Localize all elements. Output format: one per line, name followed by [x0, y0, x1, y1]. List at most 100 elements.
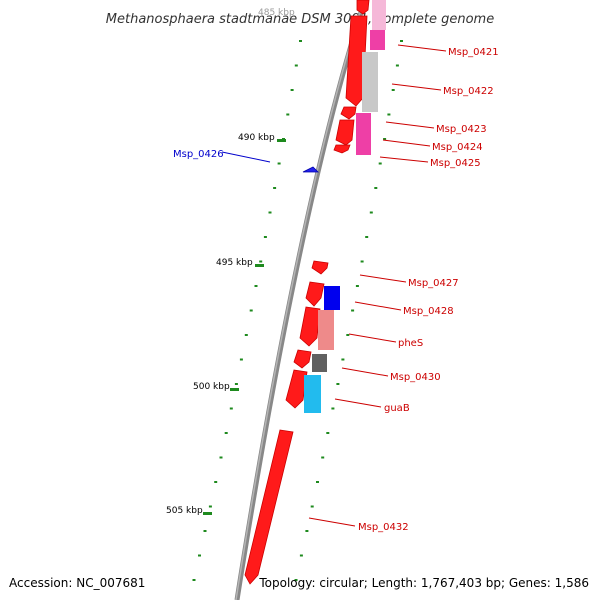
scale-495-kbp: 495 kbp: [216, 258, 264, 268]
gc-tick: [273, 187, 277, 189]
scale-label-495: 495 kbp: [216, 258, 253, 268]
gc-tick: [268, 211, 272, 214]
gene-label-msp-0430[interactable]: Msp_0430: [390, 372, 441, 383]
scale-tick-500: [230, 388, 239, 391]
gc-tick: [219, 456, 223, 459]
gene-label-msp-0423[interactable]: Msp_0423: [436, 124, 487, 135]
gc-tick: [214, 481, 218, 483]
gc-tick: [277, 162, 281, 165]
gene-label-msp-0428[interactable]: Msp_0428: [403, 306, 454, 317]
cds-msp-0423[interactable]: [340, 106, 357, 120]
gene-label-msp-0432[interactable]: Msp_0432: [358, 522, 409, 533]
gc-tick: [346, 334, 350, 336]
cog-block-phes[interactable]: [318, 310, 334, 350]
gc-tick: [259, 260, 263, 263]
gc-tick: [198, 554, 201, 557]
cds-guab[interactable]: [285, 369, 308, 409]
gc-tick: [387, 113, 391, 116]
gc-tick: [321, 456, 325, 459]
leader-msp-0423: [385, 121, 435, 129]
gc-tick: [360, 260, 364, 263]
scale-label-500: 500 kbp: [193, 382, 230, 392]
cds-msp-0421[interactable]: [356, 0, 370, 15]
gc-tick: [263, 236, 267, 238]
scale-500-kbp: 500 kbp: [193, 382, 239, 392]
accession-text: Accession: NC_007681: [9, 576, 145, 590]
leader-msp-0428: [354, 301, 402, 311]
gene-label-msp-0427[interactable]: Msp_0427: [408, 278, 459, 289]
gc-tick: [383, 138, 387, 140]
gene-label-guab[interactable]: guaB: [384, 403, 410, 414]
cog-block-0428[interactable]: [324, 286, 340, 310]
gc-tick: [286, 113, 290, 116]
leader-msp-0421: [397, 44, 447, 52]
gc-tick: [395, 64, 399, 67]
gc-tick: [326, 432, 330, 434]
cds-msp-0422[interactable]: [345, 15, 368, 107]
gc-tick: [234, 383, 238, 385]
scale-tick-495: [255, 264, 264, 267]
topology-text: Topology: circular; Length: 1,767,403 bp…: [258, 576, 589, 590]
gene-label-msp-0422[interactable]: Msp_0422: [443, 86, 494, 97]
cds-features: [244, 0, 370, 585]
gc-tick: [254, 285, 258, 287]
gc-tick: [310, 505, 314, 508]
cog-block-0422[interactable]: [362, 52, 378, 112]
gene-label-msp-0421[interactable]: Msp_0421: [448, 47, 499, 58]
cog-block-0421-light[interactable]: [372, 0, 386, 30]
cog-block-0430[interactable]: [312, 354, 327, 372]
gc-tick: [351, 309, 355, 312]
gc-tick: [316, 481, 319, 483]
leader-msp-0425: [379, 156, 429, 163]
scale-tick-505: [203, 512, 212, 515]
cds-phes[interactable]: [299, 306, 321, 347]
gc-tick: [229, 407, 233, 410]
gc-tick: [249, 309, 253, 312]
gc-tick: [299, 40, 302, 42]
gene-label-msp-0425[interactable]: Msp_0425: [430, 158, 481, 169]
gc-tick: [369, 211, 373, 214]
scale-label-505: 505 kbp: [166, 506, 203, 516]
leader-phes: [348, 333, 397, 343]
gene-label-msp-0426[interactable]: Msp_0426: [173, 149, 224, 160]
gene-label-msp-0424[interactable]: Msp_0424: [432, 142, 483, 153]
gc-tick: [331, 407, 335, 410]
gc-tick: [355, 285, 359, 287]
gc-tick-marks: [192, 40, 403, 581]
leader-msp-0422: [391, 83, 442, 91]
gc-tick: [391, 89, 395, 91]
cog-block-0423[interactable]: [356, 113, 371, 155]
cds-msp-0428[interactable]: [305, 281, 325, 307]
scale-label-490: 490 kbp: [238, 133, 275, 143]
gc-tick: [336, 383, 340, 385]
leader-msp-0427: [359, 274, 407, 283]
leader-msp-0424: [382, 139, 431, 147]
gene-label-phes[interactable]: pheS: [398, 338, 423, 349]
cog-block-guab[interactable]: [304, 375, 321, 413]
cds-msp-0427[interactable]: [311, 260, 329, 275]
cds-msp-0425[interactable]: [333, 144, 351, 154]
scale-label-485: 485 kbp: [258, 8, 295, 18]
cds-msp-0426[interactable]: [302, 166, 319, 173]
scale-505-kbp: 505 kbp: [166, 506, 212, 516]
gc-tick: [294, 64, 298, 67]
cds-msp-0424[interactable]: [335, 119, 355, 146]
gc-tick: [378, 162, 382, 165]
scale-490-kbp: 490 kbp: [238, 133, 286, 143]
cog-block-0421[interactable]: [370, 30, 385, 50]
scale-485-kbp: 485 kbp: [258, 8, 295, 18]
gc-tick: [239, 358, 243, 361]
gc-tick: [299, 554, 303, 557]
map-title: Methanosphaera stadtmanae DSM 3091, comp…: [106, 12, 494, 27]
genome-backbone-highlight: [235, 0, 365, 600]
leader-guab: [334, 398, 382, 408]
leader-msp-0426: [221, 151, 271, 163]
leader-msp-0430: [341, 367, 389, 377]
cds-msp-0432[interactable]: [244, 429, 294, 585]
gc-tick: [192, 579, 196, 581]
leader-msp-0432: [308, 517, 356, 527]
gc-tick: [224, 432, 228, 434]
gc-tick: [305, 530, 309, 532]
cds-msp-0430[interactable]: [293, 349, 312, 369]
